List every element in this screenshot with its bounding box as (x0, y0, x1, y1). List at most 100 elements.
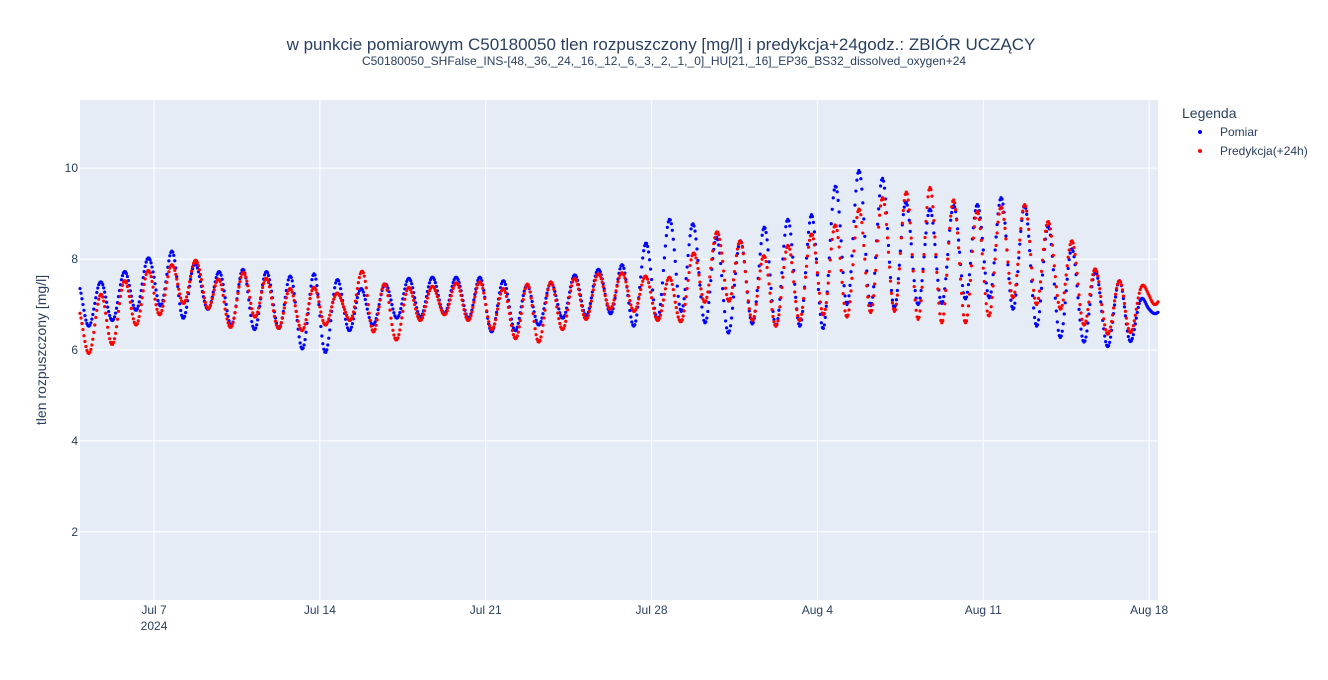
data-point (1007, 271, 1011, 275)
legend-item-predykcja[interactable]: Predykcja(+24h) (1198, 144, 1308, 158)
data-point (983, 291, 987, 296)
data-point (1071, 241, 1075, 245)
data-point (910, 255, 914, 259)
data-point (842, 284, 846, 288)
data-point (1055, 320, 1059, 324)
data-point (521, 298, 525, 302)
data-point (411, 286, 415, 290)
data-point (768, 291, 772, 295)
data-point (326, 343, 330, 347)
data-point (427, 281, 432, 285)
data-point (707, 283, 711, 287)
data-point (788, 224, 792, 228)
data-point (879, 204, 883, 208)
x-axis: Jul 7 2024 Jul 14 Jul 21 Jul 28 Aug 4 Aug 11 Au… (141, 603, 1169, 633)
data-point (698, 280, 702, 284)
data-point (815, 273, 820, 277)
data-point (1079, 327, 1083, 331)
data-point (589, 299, 593, 303)
data-point (920, 285, 924, 289)
data-point (1013, 290, 1017, 294)
data-point (150, 265, 154, 269)
data-point (1114, 286, 1119, 291)
data-point (1096, 276, 1100, 280)
data-point (848, 300, 852, 304)
data-point (178, 292, 182, 296)
data-point (111, 340, 116, 345)
data-point (179, 296, 183, 300)
data-point (461, 303, 465, 307)
data-point (1090, 278, 1094, 282)
data-point (1098, 291, 1102, 295)
data-point (320, 315, 324, 319)
data-point (872, 285, 876, 289)
data-point (230, 324, 234, 328)
data-point (852, 249, 856, 253)
data-point (101, 283, 105, 287)
data-point (303, 322, 307, 326)
data-point (1043, 229, 1048, 233)
data-point (105, 318, 109, 323)
data-point (125, 284, 129, 289)
data-point (688, 234, 692, 238)
data-point (226, 314, 230, 318)
data-point (505, 299, 510, 304)
data-point (598, 270, 602, 274)
data-point (669, 222, 673, 226)
data-point (565, 314, 569, 318)
data-point (1123, 309, 1128, 313)
data-point (782, 265, 786, 270)
data-point (127, 294, 131, 299)
data-point (540, 330, 544, 334)
data-point (822, 323, 826, 327)
data-point (151, 270, 155, 274)
data-point (676, 294, 680, 298)
data-point (162, 299, 166, 303)
data-point (695, 261, 699, 265)
data-point (272, 314, 277, 318)
data-point (319, 310, 323, 314)
data-point (239, 275, 243, 279)
data-point (278, 324, 282, 328)
data-point (250, 320, 254, 324)
legend-item-pomiar[interactable]: Pomiar (1198, 125, 1258, 139)
data-point (838, 224, 842, 228)
data-point (646, 277, 650, 281)
data-point (759, 262, 763, 266)
data-point (763, 226, 767, 230)
data-point (755, 289, 759, 293)
data-point (173, 259, 177, 263)
data-point (660, 304, 665, 308)
data-point (995, 231, 999, 235)
data-point (547, 283, 551, 288)
data-point (539, 335, 543, 339)
data-point (369, 324, 373, 328)
data-point (713, 236, 717, 240)
data-point (752, 314, 756, 319)
data-point (1035, 301, 1040, 305)
data-point (365, 307, 369, 311)
data-point (102, 286, 106, 290)
data-point (164, 287, 168, 291)
data-point (705, 316, 709, 320)
data-point (201, 290, 205, 294)
data-point (697, 271, 701, 275)
data-point (827, 269, 831, 274)
data-point (544, 296, 548, 300)
series-predykcja (78, 185, 1160, 356)
data-point (847, 294, 851, 298)
data-point (949, 218, 953, 222)
data-point (838, 256, 842, 260)
data-point (168, 254, 172, 258)
data-point (689, 227, 693, 231)
data-point (908, 229, 912, 233)
data-point (829, 222, 833, 226)
data-point (985, 289, 989, 293)
data-point (586, 313, 591, 317)
data-point (268, 290, 273, 294)
data-point (731, 295, 736, 299)
data-point (131, 303, 135, 307)
data-point (723, 310, 727, 314)
data-point (1050, 243, 1054, 247)
data-point (142, 282, 146, 287)
